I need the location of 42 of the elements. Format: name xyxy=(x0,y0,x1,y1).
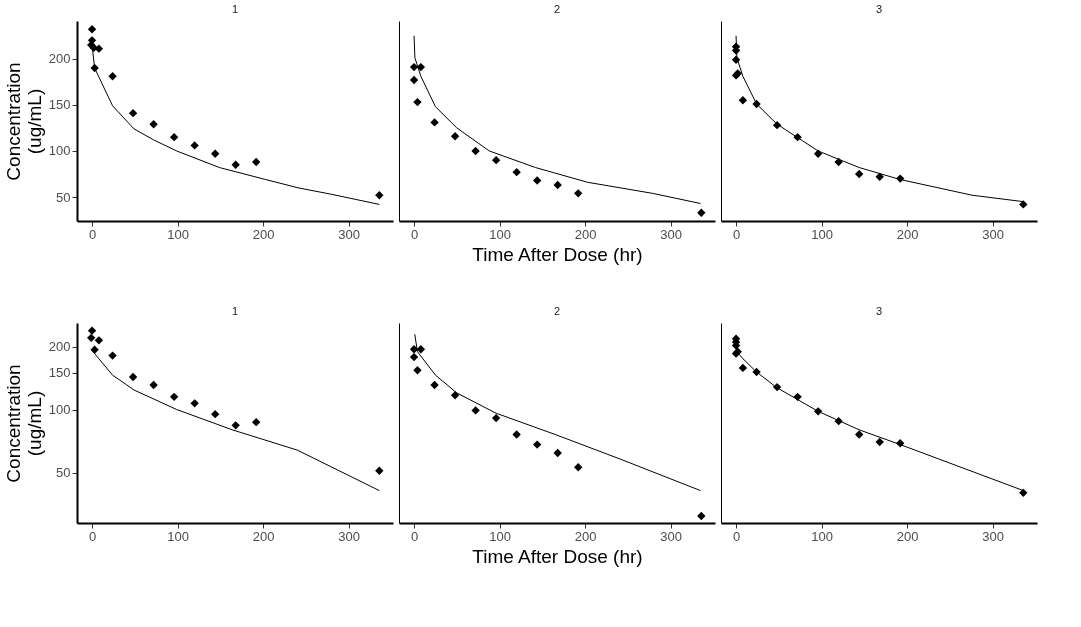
chart-title: 3 xyxy=(875,3,883,15)
x-tick-label: 200 xyxy=(896,226,919,242)
x-tick-label: 0 xyxy=(732,528,741,544)
x-tick-label: 0 xyxy=(410,226,419,242)
x-tick-label: 0 xyxy=(732,226,741,242)
x-tick-label: 300 xyxy=(338,226,360,242)
y-tick-label: 150 xyxy=(48,365,71,381)
chart-title: 1 xyxy=(231,3,239,15)
y-axis-title: Concentration (ug/mL) xyxy=(2,364,45,483)
y-tick-label: 50 xyxy=(56,465,71,481)
y-tick-label: 150 xyxy=(48,97,71,113)
x-tick-label: 100 xyxy=(489,528,511,544)
x-tick-label: 200 xyxy=(252,226,275,242)
y-tick-label: 200 xyxy=(48,51,71,67)
chart-title: 2 xyxy=(553,305,561,317)
x-axis-title: Time After Dose (hr) xyxy=(472,243,643,265)
x-tick-label: 200 xyxy=(574,528,597,544)
x-tick-label: 200 xyxy=(252,528,275,544)
x-tick-label: 300 xyxy=(660,226,682,242)
x-tick-label: 300 xyxy=(982,528,1004,544)
y-tick-label: 200 xyxy=(48,339,71,354)
chart-title: 2 xyxy=(553,3,561,15)
x-tick-label: 100 xyxy=(811,528,833,544)
x-tick-label: 0 xyxy=(410,528,419,544)
x-tick-label: 300 xyxy=(660,528,682,544)
x-tick-label: 200 xyxy=(896,528,919,544)
y-tick-label: 100 xyxy=(48,402,71,418)
x-tick-label: 300 xyxy=(982,226,1004,242)
x-tick-label: 300 xyxy=(338,528,360,544)
y-tick-label: 100 xyxy=(48,143,71,159)
x-tick-label: 200 xyxy=(574,226,597,242)
chart-title: 3 xyxy=(875,305,883,317)
chart-title: 1 xyxy=(231,305,239,317)
x-axis-title: Time After Dose (hr) xyxy=(472,545,643,567)
x-tick-label: 100 xyxy=(489,226,511,242)
x-tick-label: 100 xyxy=(811,226,833,242)
x-tick-label: 100 xyxy=(167,226,189,242)
y-axis-title: Concentration (ug/mL) xyxy=(2,62,45,181)
x-tick-label: 100 xyxy=(167,528,189,544)
x-tick-label: 0 xyxy=(88,226,97,242)
x-tick-label: 0 xyxy=(88,528,97,544)
y-tick-label: 50 xyxy=(56,189,71,205)
